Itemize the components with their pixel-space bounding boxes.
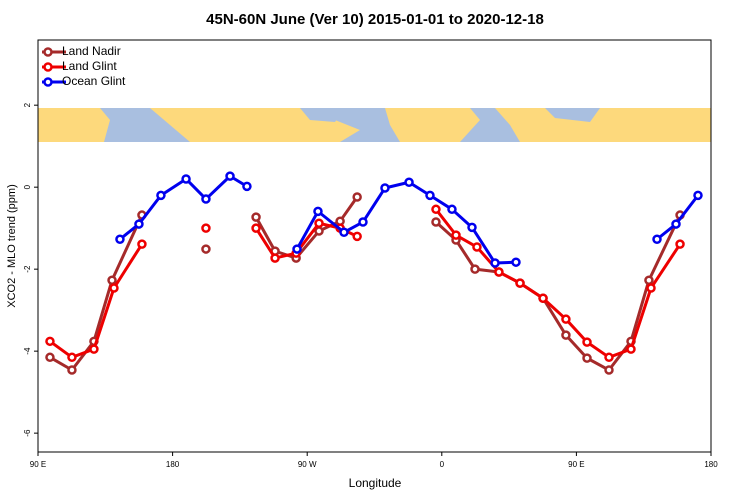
x-tick-label: 90 W <box>298 460 317 469</box>
y-tick-label: -6 <box>23 429 32 437</box>
point <box>561 330 571 340</box>
point <box>604 365 614 375</box>
chart-title: 45N-60N June (Ver 10) 2015-01-01 to 2020… <box>206 11 544 28</box>
point <box>352 231 362 242</box>
point <box>201 194 211 204</box>
legend-marker <box>43 47 53 57</box>
point <box>109 283 119 293</box>
point <box>582 337 592 347</box>
legend-marker <box>43 62 53 72</box>
y-tick-label: -2 <box>23 265 32 273</box>
point <box>380 183 390 193</box>
point <box>156 190 166 201</box>
x-tick-label: 90 E <box>30 460 46 469</box>
point <box>644 275 654 285</box>
point <box>626 344 636 354</box>
point <box>181 174 191 184</box>
point <box>404 177 414 188</box>
point <box>431 204 441 215</box>
legend-label: Land Nadir <box>62 44 121 58</box>
y-tick-label: -4 <box>23 347 32 355</box>
x-axis-label: Longitude <box>349 476 402 490</box>
point <box>467 222 477 233</box>
legend-marker <box>43 77 53 87</box>
x-tick-label: 90 E <box>568 460 584 469</box>
point <box>45 336 55 347</box>
point <box>251 223 261 233</box>
point <box>45 352 55 363</box>
point <box>251 212 261 222</box>
point <box>431 217 441 227</box>
point <box>515 278 525 288</box>
point <box>538 293 548 304</box>
point <box>67 352 77 363</box>
point <box>511 257 521 267</box>
point <box>425 190 435 201</box>
point <box>652 234 662 244</box>
plot-frame <box>37 39 712 453</box>
point <box>242 181 252 192</box>
point <box>134 219 144 229</box>
point <box>313 206 323 217</box>
series-line <box>49 208 682 359</box>
point <box>89 344 99 354</box>
y-axis-label: XCO2 - MLO trend (ppm) <box>6 184 18 307</box>
point <box>451 230 461 240</box>
point <box>201 244 211 254</box>
point <box>582 353 592 363</box>
point <box>604 352 614 363</box>
point <box>107 275 117 285</box>
point <box>67 365 77 375</box>
point <box>358 217 368 227</box>
point <box>270 253 280 263</box>
point <box>472 242 482 252</box>
x-tick-label: 180 <box>704 460 718 469</box>
point <box>115 234 125 244</box>
y-tick-label: 2 <box>23 102 32 107</box>
point <box>225 171 235 181</box>
legend-label: Land Glint <box>62 59 117 73</box>
point <box>494 267 504 277</box>
map-band <box>38 108 711 142</box>
point <box>646 283 656 293</box>
point <box>490 258 500 268</box>
point <box>339 227 349 238</box>
point <box>470 264 480 274</box>
point <box>675 239 685 249</box>
x-tick-label: 180 <box>166 460 180 469</box>
point <box>314 218 324 228</box>
point <box>352 192 362 202</box>
point <box>693 190 703 201</box>
y-tick-label: 0 <box>23 184 32 189</box>
point <box>292 244 302 254</box>
x-tick-label: 0 <box>440 460 445 469</box>
point <box>137 239 147 249</box>
point <box>561 314 571 324</box>
point <box>201 223 211 233</box>
legend-label: Ocean Glint <box>62 74 126 88</box>
point <box>447 204 457 215</box>
point <box>671 219 681 229</box>
